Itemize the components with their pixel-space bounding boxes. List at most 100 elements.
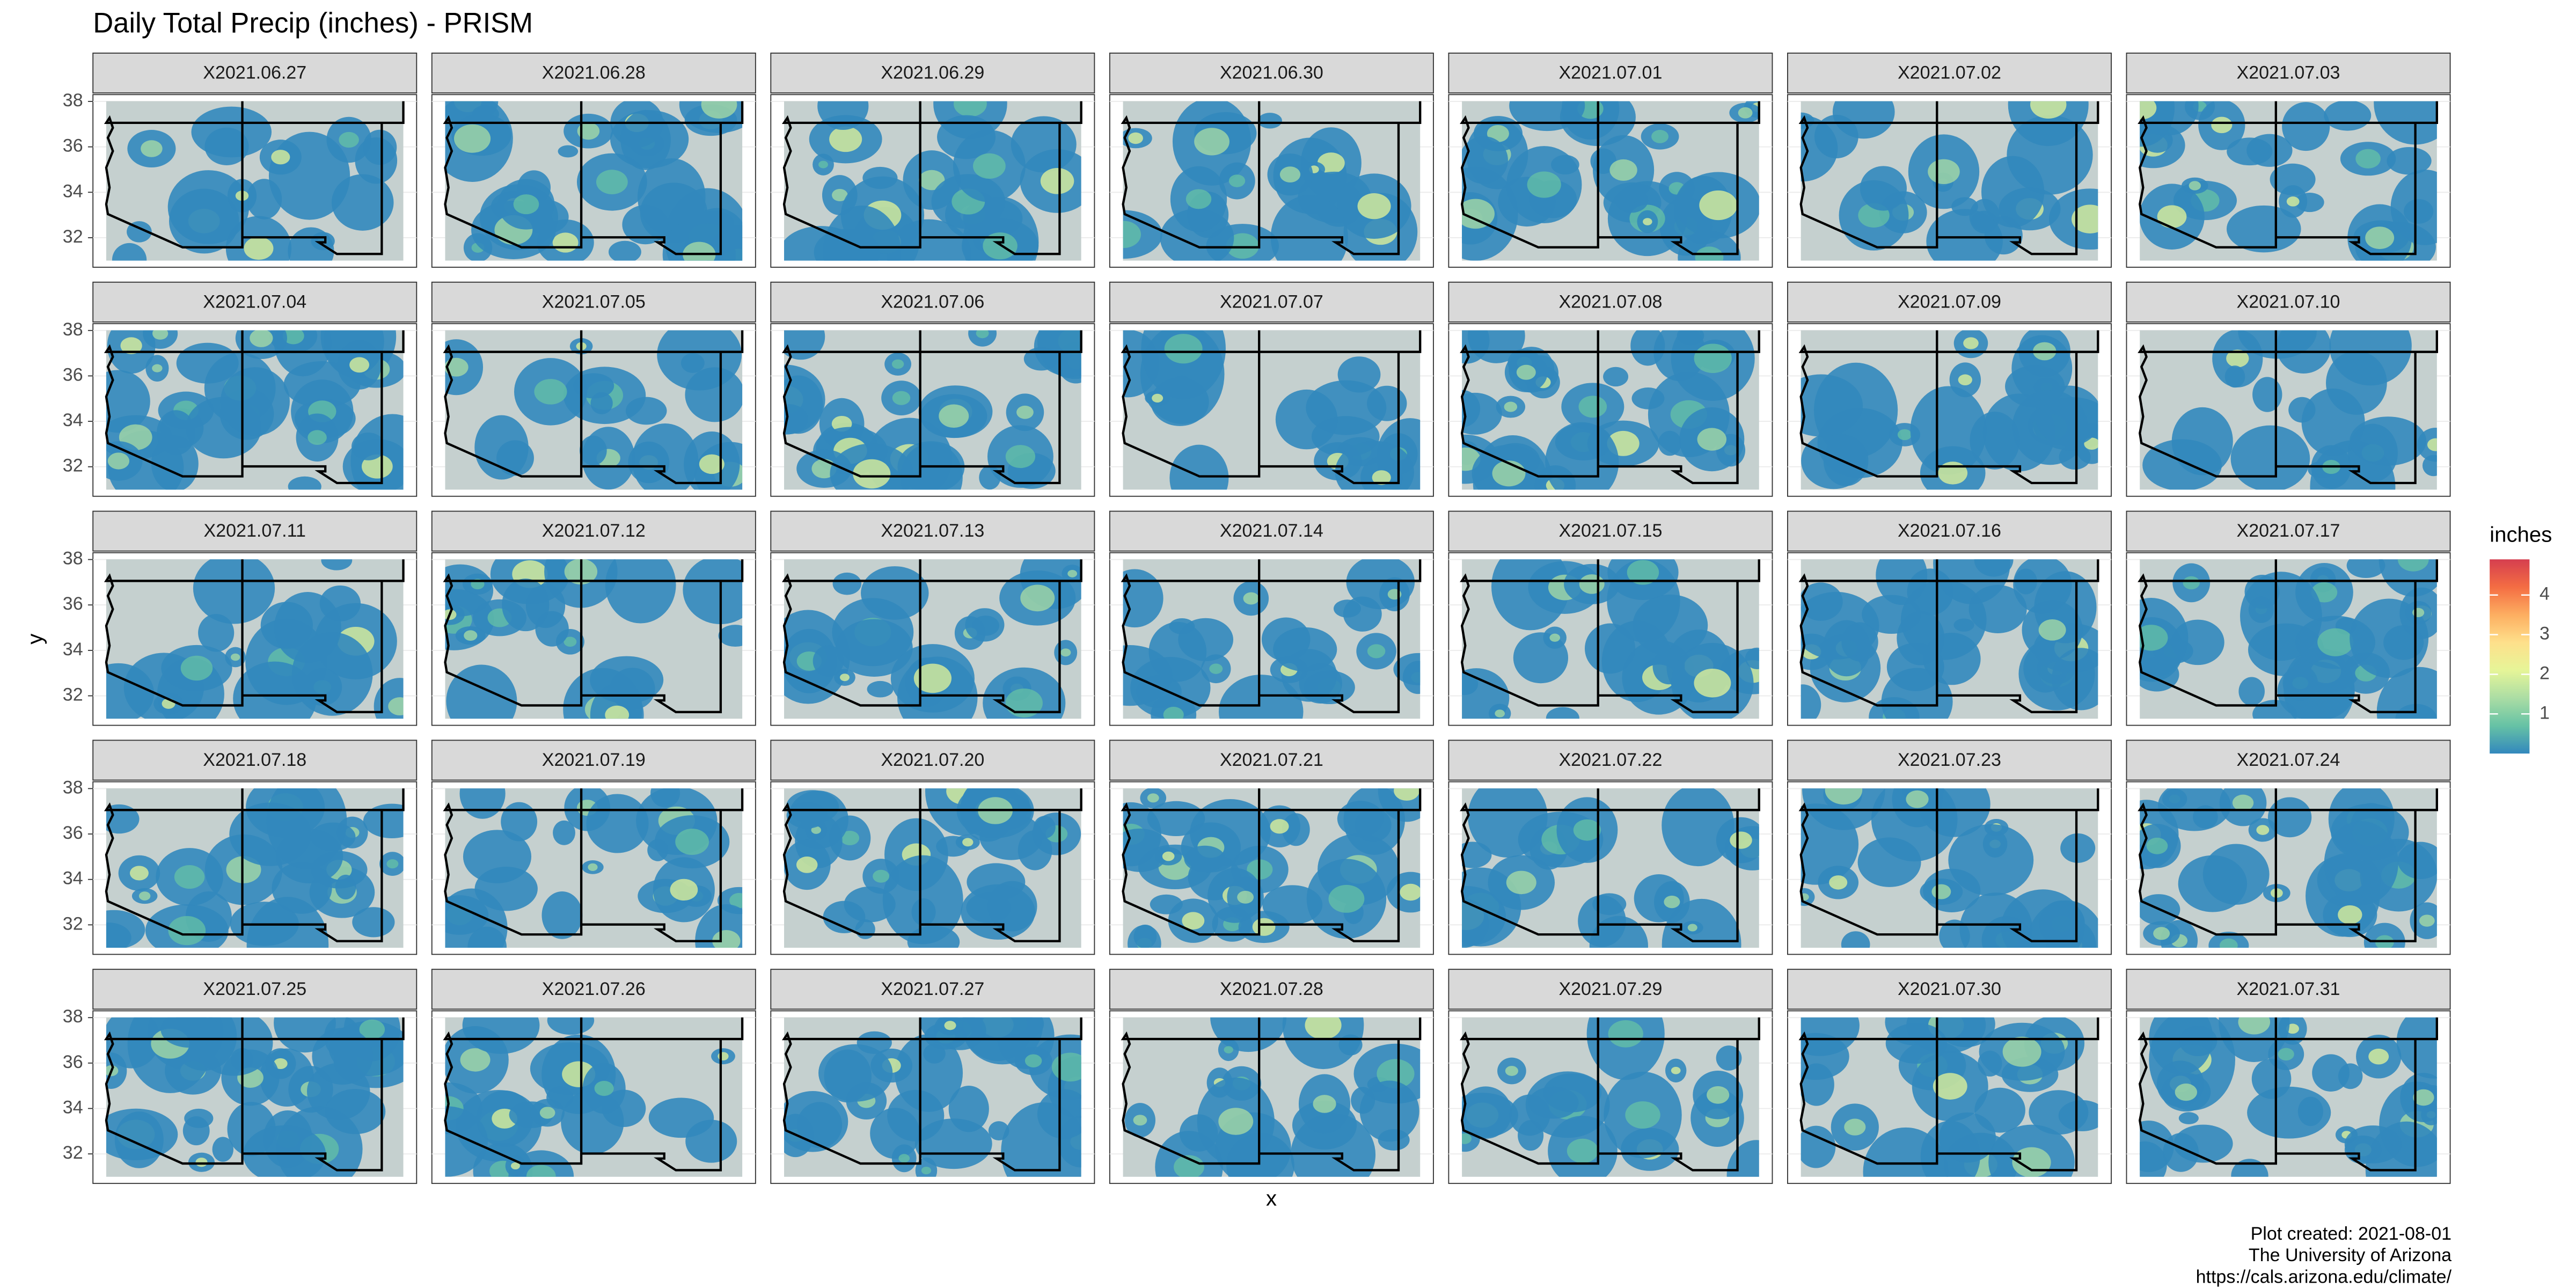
- precip-area: [911, 898, 936, 926]
- state-outline: [1798, 559, 2099, 713]
- precip-core: [1664, 895, 1680, 909]
- precip-raster: [2140, 788, 2437, 948]
- precip-core: [1185, 189, 1212, 209]
- precip-core: [976, 330, 989, 339]
- facet: X2021.07.07: [1109, 281, 1434, 497]
- y-tick-label: 32: [63, 685, 83, 705]
- precip-core: [1394, 788, 1420, 801]
- y-tick-label: 34: [63, 1097, 83, 1117]
- state-outline: [443, 1017, 744, 1172]
- precip-core: [2238, 1017, 2271, 1035]
- facet-label: X2021.07.08: [1558, 291, 1662, 312]
- precip-core: [1005, 445, 1036, 469]
- state-outline: [104, 788, 405, 942]
- facet-label: X2021.07.06: [881, 291, 984, 312]
- precip-area: [862, 166, 898, 189]
- precip-area: [835, 619, 913, 677]
- precip-area: [867, 680, 894, 698]
- state-outline: [1121, 101, 1422, 255]
- precip-core: [1279, 166, 1301, 183]
- precip-core: [944, 1021, 956, 1030]
- precip-area: [2270, 163, 2316, 195]
- precip-core: [1906, 790, 1929, 808]
- precip-core: [1372, 470, 1391, 485]
- precip-raster: [445, 101, 743, 261]
- precip-area: [1939, 919, 1970, 948]
- precip-core: [339, 131, 359, 148]
- precip-area: [462, 1017, 540, 1054]
- precip-core: [898, 1154, 910, 1163]
- state-outline: [1798, 101, 2099, 255]
- facet-label: X2021.07.28: [1220, 979, 1323, 999]
- caption: https://cals.arizona.edu/climate/: [2196, 1267, 2452, 1287]
- precip-area: [1546, 707, 1579, 719]
- precip-core: [1625, 1101, 1660, 1129]
- facet: X2021.07.01: [1448, 53, 1773, 268]
- precip-area: [1585, 623, 1636, 674]
- precip-area: [2240, 572, 2322, 661]
- precip-area: [1801, 115, 1838, 182]
- precip-core: [2038, 619, 2066, 641]
- precip-area: [1801, 803, 1859, 885]
- colorbar-tick-label: 2: [2540, 663, 2550, 683]
- precip-core: [953, 101, 987, 117]
- facet: X2021.07.24: [2126, 740, 2451, 955]
- colorbar-tick-label: 3: [2540, 624, 2550, 644]
- precip-core: [1209, 663, 1223, 674]
- y-tick-label: 32: [63, 1143, 83, 1163]
- precip-raster: [445, 330, 743, 490]
- state-outline: [2138, 559, 2438, 713]
- precip-area: [2376, 667, 2437, 719]
- precip-core: [1694, 343, 1732, 374]
- precip-area: [1257, 113, 1282, 129]
- precip-core: [526, 1165, 556, 1177]
- facet-strip: [770, 510, 1095, 552]
- precip-area: [2226, 205, 2301, 253]
- precip-area: [979, 465, 1001, 490]
- facet-label: X2021.07.14: [1220, 521, 1323, 541]
- precip-core: [1147, 793, 1159, 803]
- state-outline: [781, 788, 1082, 942]
- colorbar-tick-label: 1: [2540, 702, 2550, 723]
- precip-area: [2422, 455, 2437, 477]
- precip-core: [1578, 396, 1607, 418]
- precip-core: [1579, 574, 1605, 594]
- state-outline: [443, 101, 744, 255]
- facet-label: X2021.06.30: [1220, 63, 1323, 83]
- facet: X2021.07.29: [1448, 969, 1773, 1184]
- facet-strip: [2126, 740, 2451, 781]
- facet-label: X2021.07.20: [881, 750, 984, 770]
- facet: X2021.07.31: [2126, 969, 2451, 1184]
- precip-core: [913, 663, 952, 693]
- precip-core: [453, 124, 491, 153]
- precip-area: [291, 632, 373, 716]
- precip-core: [152, 364, 163, 372]
- precip-core: [2256, 825, 2270, 835]
- precip-area: [1953, 618, 1974, 632]
- precip-area: [2338, 1063, 2363, 1089]
- facet-strip: [2126, 510, 2451, 552]
- precip-core: [1694, 668, 1731, 698]
- precip-core: [349, 357, 370, 373]
- precip-area: [2346, 559, 2385, 579]
- precip-core: [1462, 199, 1495, 229]
- precip-area: [962, 1017, 1043, 1065]
- precip-area: [312, 1028, 374, 1085]
- precip-area: [1841, 931, 1870, 948]
- precip-area: [114, 1111, 164, 1168]
- precip-core: [1527, 171, 1561, 198]
- precip-core: [138, 891, 151, 901]
- precip-raster: [784, 788, 1081, 948]
- precip-area: [1462, 1086, 1512, 1139]
- facet-strip: [1109, 969, 1434, 1010]
- precip-area: [331, 174, 394, 231]
- facet-strip: [1109, 281, 1434, 323]
- facet-label: X2021.07.12: [542, 521, 646, 541]
- y-tick-label: 36: [63, 364, 83, 385]
- precip-area: [1801, 684, 1821, 719]
- state-outline: [1460, 559, 1760, 713]
- y-axis-label: y: [23, 633, 47, 645]
- precip-area: [321, 559, 353, 570]
- precip-core: [818, 160, 828, 169]
